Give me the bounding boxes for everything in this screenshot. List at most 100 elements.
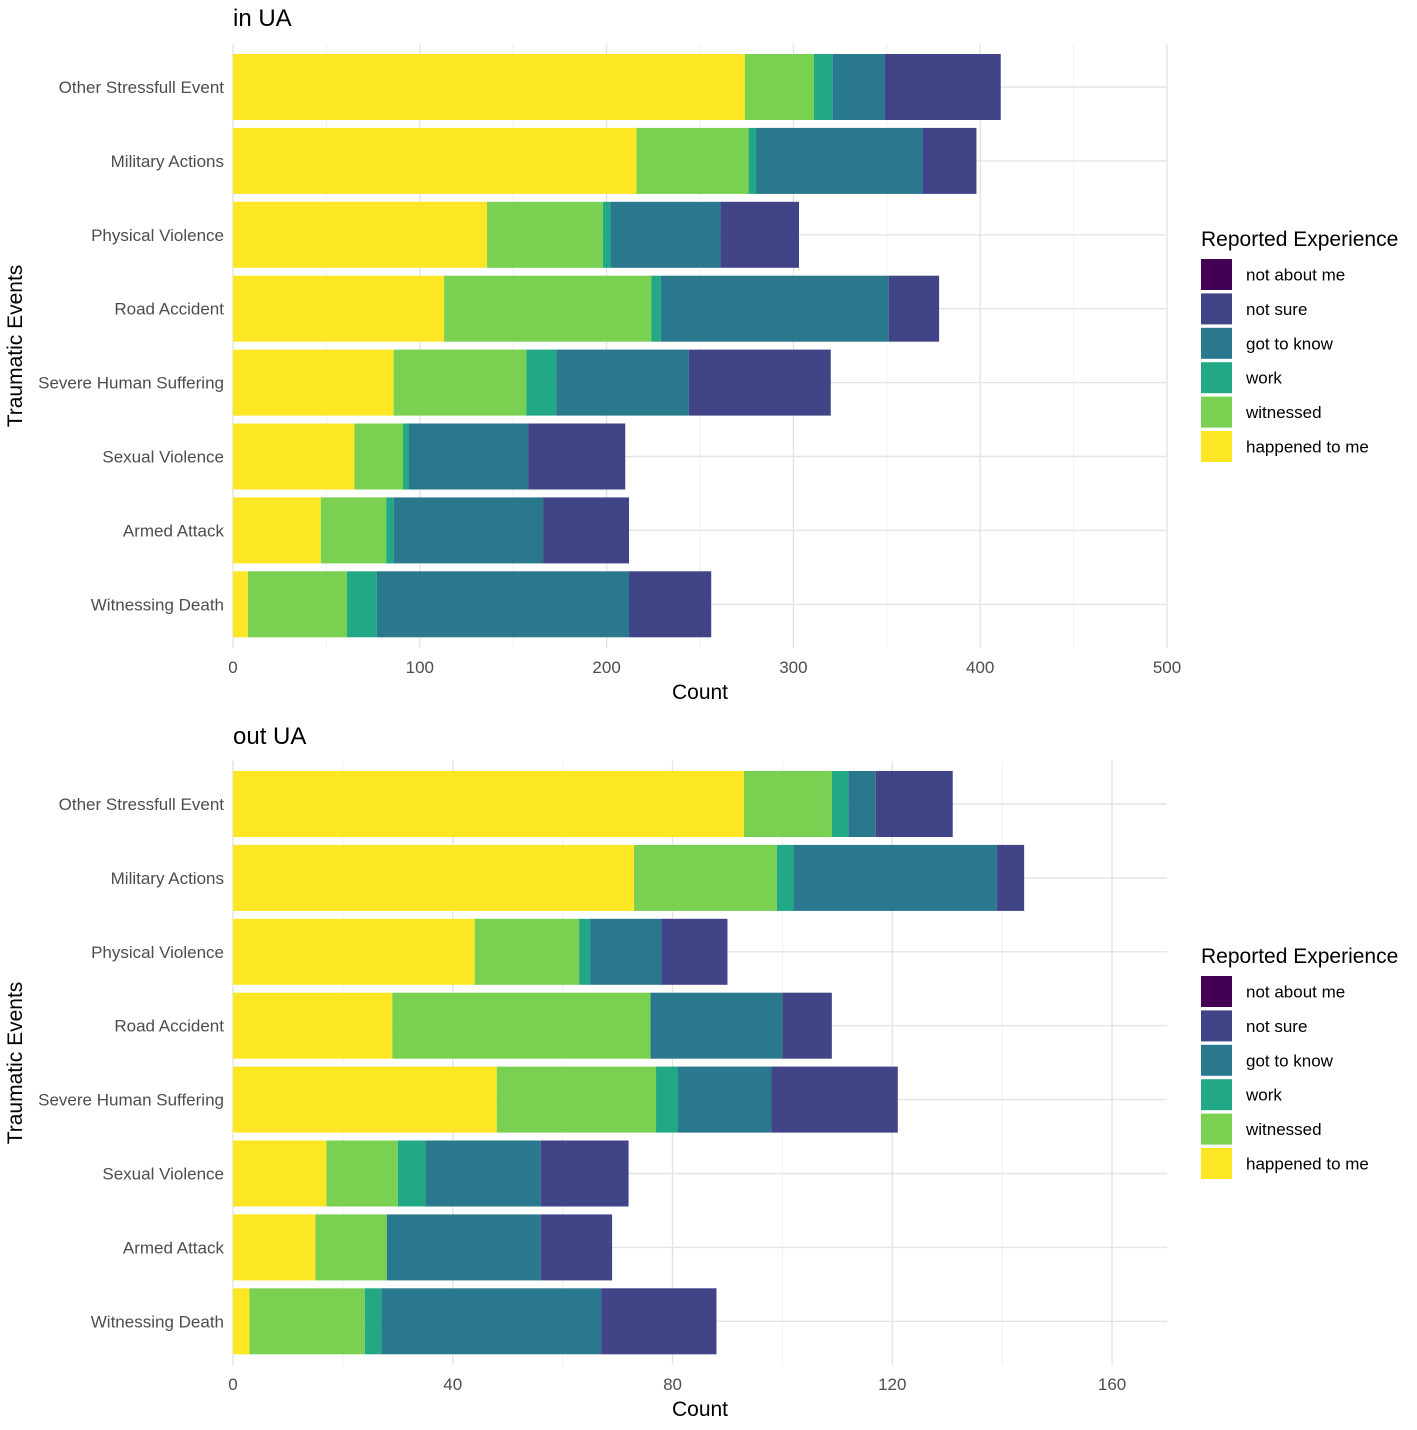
panel2-bar-military-actions-witnessed [634,844,777,911]
panel2-y-axis-label: Traumatic Events [4,982,27,1145]
panel1-bar-severe-human-suffering-happened-to-me [233,349,394,416]
panel2-bar-sexual-violence-got-to-know [425,1140,541,1207]
panel2-bar-witnessing-death-work [364,1288,382,1355]
panel2-bar-other-stressfull-event-happened-to-me [233,771,744,837]
panel1-bar-physical-violence-not-sure [720,201,800,268]
panel2-bar-sexual-violence-happened-to-me [233,1140,327,1207]
panel1-bar-armed-attack-happened-to-me [233,497,321,564]
panel1-bar-physical-violence-happened-to-me [233,201,488,268]
panel1-bar-severe-human-suffering-not-sure [688,349,831,416]
panel1-bar-sexual-violence-witnessed [354,423,403,490]
panel1-y-tick-label: Sexual Violence [102,448,224,467]
panel2-bar-road-accident-happened-to-me [233,992,393,1059]
panel2-chart-title: out UA [233,723,306,750]
panel2-y-tick-label: Sexual Violence [102,1165,224,1184]
panel2-x-tick-label: 0 [228,1375,237,1394]
panel2-y-tick-label: Armed Attack [123,1238,225,1257]
panel2-bar-severe-human-suffering-got-to-know [678,1066,772,1133]
panel2-legend-label: not about me [1246,983,1345,1002]
panel1-x-tick-label: 400 [966,658,994,677]
panel1-y-tick-label: Witnessing Death [91,595,224,614]
panel2-y-tick-label: Severe Human Suffering [38,1091,224,1110]
panel2-legend-label: got to know [1246,1051,1334,1070]
panel2-bar-road-accident-not-sure [782,992,832,1059]
panel2-bar-other-stressfull-event-got-to-know [848,771,876,837]
panel2-bar-witnessing-death-not-sure [601,1288,717,1355]
panel1-legend-label: witnessed [1245,403,1322,422]
panel2-x-tick-label: 160 [1098,1375,1126,1394]
panel1-bar-other-stressfull-event-witnessed [744,54,814,120]
panel1-bar-witnessing-death-not-sure [629,571,712,638]
panel2-bar-road-accident-got-to-know [650,992,783,1059]
panel2-bar-other-stressfull-event-not-sure [875,771,953,837]
panel1-legend-label: happened to me [1246,438,1369,457]
panel1-bar-other-stressfull-event-not-sure [884,54,1001,120]
panel2-bar-sexual-violence-witnessed [326,1140,398,1207]
panel2-y-tick-label: Witnessing Death [91,1312,224,1331]
panel1-bar-severe-human-suffering-got-to-know [556,349,689,416]
panel2-bar-witnessing-death-got-to-know [381,1288,602,1355]
panel1-bar-road-accident-happened-to-me [233,275,445,342]
panel2-bar-military-actions-happened-to-me [233,844,635,911]
panel1-bar-physical-violence-work [602,201,611,268]
panel1-bar-other-stressfull-event-happened-to-me [233,54,745,120]
panel2-y-tick-label: Other Stressfull Event [59,795,225,814]
panel2-bar-physical-violence-work [579,918,591,985]
panel2-bar-physical-violence-got-to-know [590,918,662,985]
panel1-bar-severe-human-suffering-work [526,349,557,416]
panel2-bar-severe-human-suffering-not-sure [771,1066,898,1133]
panel1-bar-other-stressfull-event-got-to-know [832,54,885,120]
panel1-bar-sexual-violence-got-to-know [408,423,529,490]
panel2-legend-key-witnessed [1201,1113,1232,1145]
panel2-bar-military-actions-got-to-know [793,844,997,911]
panel2-legend-key-happened-to-me [1201,1148,1232,1179]
panel2-legend-key-work [1201,1079,1232,1111]
panel1-y-tick-label: Road Accident [114,300,224,319]
panel1-bar-physical-violence-witnessed [487,201,603,268]
panel1-x-axis-label: Count [672,681,728,704]
panel2-legend-key-got-to-know [1201,1044,1232,1076]
panel2-bar-sexual-violence-not-sure [540,1140,629,1207]
panel1-bar-armed-attack-witnessed [320,497,387,564]
panel1-legend-key-happened-to-me [1201,431,1232,462]
panel2-legend-label: witnessed [1245,1120,1322,1139]
panel1-bar-armed-attack-not-sure [543,497,630,564]
panel2-bar-military-actions-work [776,844,794,911]
panel2-bar-road-accident-witnessed [392,992,651,1059]
panel2-legend-label: happened to me [1246,1155,1369,1174]
panel1-bar-witnessing-death-work [346,571,377,638]
panel1-bar-military-actions-happened-to-me [233,127,637,194]
panel2-legend-title: Reported Experience [1201,945,1398,968]
panel2-x-axis-label: Count [672,1398,728,1421]
panel1-legend-key-not-sure [1201,293,1232,325]
panel1-bar-physical-violence-got-to-know [610,201,721,268]
panel1-bar-sexual-violence-happened-to-me [233,423,355,490]
panel1-bar-witnessing-death-happened-to-me [233,571,248,638]
panel2-bar-severe-human-suffering-witnessed [496,1066,657,1133]
panel1-legend-key-got-to-know [1201,327,1232,359]
panel2-legend-label: not sure [1246,1017,1307,1036]
panel1-bar-military-actions-witnessed [636,127,749,194]
panel1-bar-road-accident-work [651,275,661,342]
panel2-y-tick-label: Road Accident [114,1017,224,1036]
panel2-bar-witnessing-death-witnessed [249,1288,365,1355]
panel2-bar-armed-attack-witnessed [315,1214,387,1281]
panel2-bar-armed-attack-happened-to-me [233,1214,316,1281]
panel2-legend-key-not-about-me [1201,976,1232,1007]
panel2-bar-other-stressfull-event-work [831,771,849,837]
panel1-bar-road-accident-not-sure [888,275,940,342]
panel2-bar-severe-human-suffering-work [656,1066,679,1133]
panel1-y-tick-label: Armed Attack [123,521,225,540]
panel1-y-tick-label: Physical Violence [91,226,224,245]
panel1-bar-witnessing-death-got-to-know [376,571,630,638]
panel1-bar-road-accident-witnessed [444,275,652,342]
panel1-bar-witnessing-death-witnessed [247,571,347,638]
panel1-legend-key-witnessed [1201,396,1232,428]
panel2-bar-armed-attack-got-to-know [386,1214,541,1281]
panel1-legend-key-work [1201,362,1232,394]
panel1-bar-sexual-violence-work [402,423,409,490]
panel1-legend-label: not about me [1246,266,1345,285]
panel2-x-tick-label: 40 [443,1375,462,1394]
panel1-bar-armed-attack-work [386,497,394,564]
